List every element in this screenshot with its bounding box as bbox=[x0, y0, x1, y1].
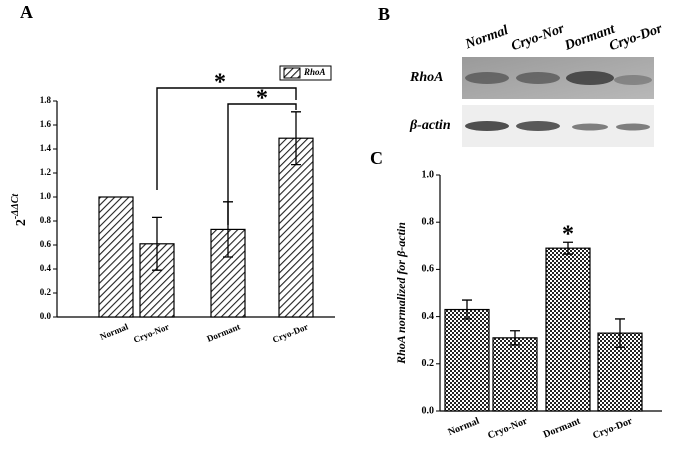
y-tick-label: 1.2 bbox=[40, 167, 52, 177]
panel-label: B bbox=[378, 4, 390, 24]
bracket bbox=[156, 87, 297, 190]
y-tick-label: 0.4 bbox=[40, 263, 52, 273]
lane-label: Cryo-Nor bbox=[509, 21, 567, 54]
panel-label: C bbox=[370, 148, 383, 168]
error-bar bbox=[563, 241, 573, 255]
y-tick-label: 0.2 bbox=[422, 358, 435, 369]
annotation: * bbox=[256, 86, 268, 112]
y-axis-label: RhoA normalized for β-actin bbox=[394, 222, 408, 365]
x-tick-label: Cryo-Nor bbox=[486, 416, 529, 442]
bracket bbox=[227, 103, 297, 225]
lane-label: Dormant bbox=[562, 21, 618, 54]
x-tick-label: Normal bbox=[446, 416, 481, 439]
y-tick-label: 0.6 bbox=[40, 239, 52, 249]
y-tick-label: 0.6 bbox=[422, 264, 435, 275]
error-bar bbox=[152, 216, 162, 271]
x-tick-label: Normal bbox=[98, 321, 130, 342]
y-tick-label: 0.2 bbox=[40, 287, 52, 297]
bar bbox=[492, 337, 538, 412]
x-tick-label: Cryo-Dor bbox=[591, 416, 634, 442]
y-tick-label: 0.0 bbox=[422, 405, 435, 416]
y-tick-label: 1.4 bbox=[40, 143, 52, 153]
y-tick-label: 0.8 bbox=[40, 215, 52, 225]
panel-label: A bbox=[20, 2, 33, 22]
y-label-base: 2 bbox=[14, 219, 29, 226]
blot-row-label: RhoA bbox=[409, 70, 443, 85]
y-tick-label: 1.6 bbox=[40, 119, 52, 129]
y-tick-label: 0.8 bbox=[422, 216, 435, 227]
bar bbox=[444, 308, 490, 412]
bar bbox=[98, 196, 134, 318]
legend-swatch bbox=[283, 67, 301, 79]
legend-label: RhoA bbox=[303, 67, 326, 77]
y-tick-label: 1.8 bbox=[40, 95, 52, 105]
error-bar bbox=[510, 330, 520, 346]
y-tick-label: 1.0 bbox=[40, 191, 52, 201]
x-tick-label: Dormant bbox=[205, 321, 241, 343]
annotation: * bbox=[214, 70, 226, 96]
x-tick-label: Cryo-Nor bbox=[132, 321, 171, 344]
bar bbox=[278, 137, 314, 318]
bar bbox=[545, 247, 591, 412]
y-label-sup: -ΔΔCt bbox=[10, 193, 21, 220]
lane-label: Normal bbox=[463, 23, 511, 53]
error-bar bbox=[615, 318, 625, 348]
y-tick-label: 0.0 bbox=[40, 311, 52, 321]
lane-label: Cryo-Dor bbox=[607, 21, 665, 54]
error-bar bbox=[291, 111, 301, 166]
x-tick-label: Cryo-Dor bbox=[271, 321, 310, 344]
y-tick-label: 0.4 bbox=[422, 311, 435, 322]
error-bar bbox=[462, 299, 472, 320]
x-tick-label: Dormant bbox=[542, 415, 583, 440]
y-tick-label: 1.0 bbox=[422, 169, 435, 180]
bands bbox=[465, 71, 652, 131]
annotation: * bbox=[562, 222, 574, 248]
y-axis-label: 2-ΔΔCt bbox=[10, 193, 29, 227]
blot-row-label: β-actin bbox=[409, 118, 451, 133]
